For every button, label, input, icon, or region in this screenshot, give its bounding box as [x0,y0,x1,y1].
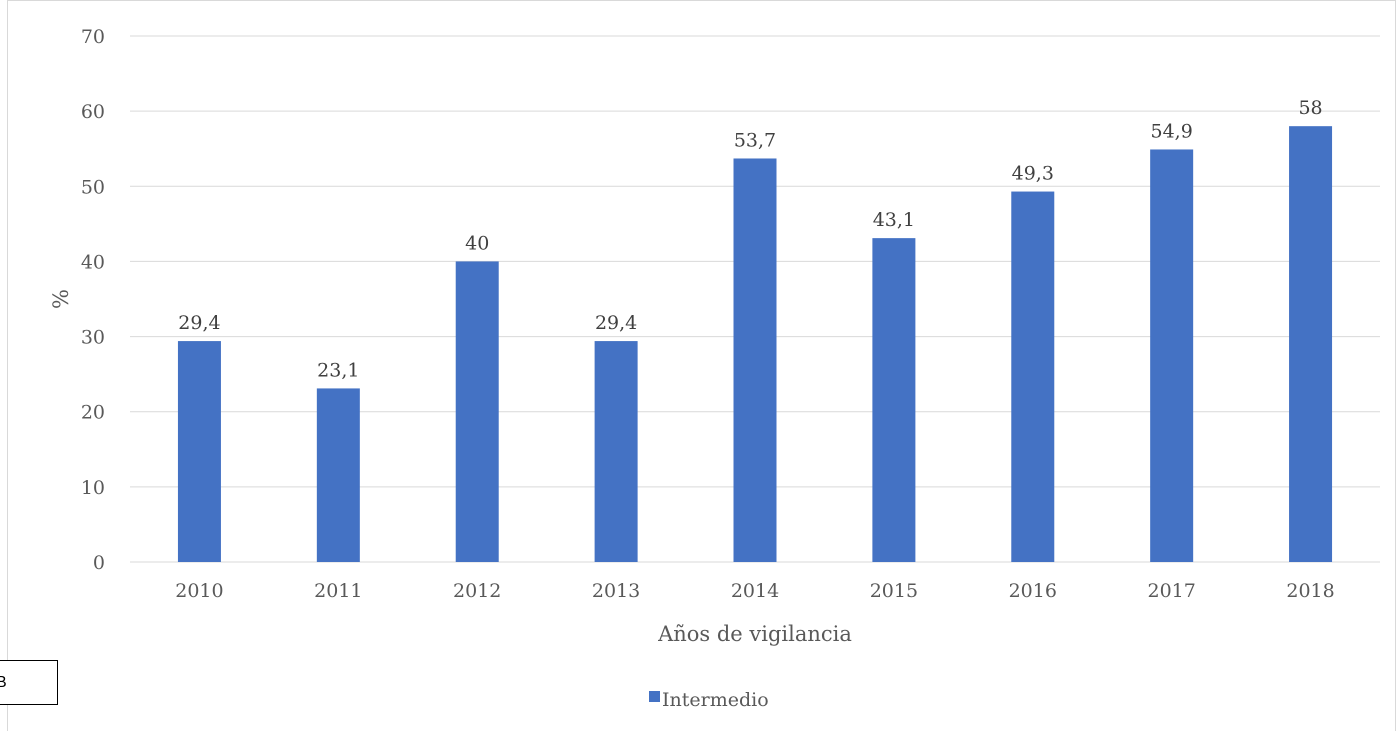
x-tick-label: 2018 [1286,580,1334,602]
panel-letter-box: B [0,660,58,705]
y-axis-label: % [49,289,73,309]
bar [177,341,221,562]
data-label: 43,1 [873,209,915,231]
x-tick-label: 2011 [314,580,362,602]
data-labels: 29,4 23,1 40 29,4 53,7 43,1 49,3 54,9 58 [178,97,1322,381]
panel-letter: B [0,673,7,691]
y-tick-labels: 0 10 20 30 40 50 60 70 [81,26,105,574]
y-tick-label: 40 [81,251,105,273]
x-tick-label: 2017 [1147,580,1195,602]
bar [733,158,777,563]
x-axis-label: Años de vigilancia [657,622,852,646]
legend-swatch [649,691,660,702]
bar [455,261,499,562]
data-label: 29,4 [595,312,637,334]
data-label: 29,4 [178,312,220,334]
data-label: 53,7 [734,129,776,151]
y-tick-label: 60 [81,101,105,123]
data-label: 40 [465,232,489,254]
y-tick-label: 10 [81,477,105,499]
data-label: 49,3 [1012,163,1054,185]
y-tick-label: 0 [93,552,105,574]
x-tick-label: 2015 [870,580,918,602]
legend: Intermedio [649,689,769,711]
bar [872,238,916,563]
x-tick-labels: 2010 2011 2012 2013 2014 2015 2016 2017 2018 [175,580,1334,602]
data-label: 23,1 [317,359,359,381]
chart-frame [7,0,1396,731]
bar [1150,149,1194,563]
bars [177,126,1333,563]
y-tick-label: 50 [81,176,105,198]
x-tick-label: 2010 [175,580,223,602]
y-tick-label: 30 [81,327,105,349]
bar [316,388,360,562]
y-tick-label: 20 [81,402,105,424]
y-tick-label: 70 [81,26,105,48]
x-tick-label: 2016 [1009,580,1057,602]
x-tick-label: 2013 [592,580,640,602]
data-label: 54,9 [1151,120,1193,142]
x-tick-label: 2012 [453,580,501,602]
legend-label: Intermedio [662,689,769,711]
data-label: 58 [1298,97,1322,119]
bar [1289,126,1333,563]
bar [594,341,638,562]
bar [1011,191,1055,562]
x-tick-label: 2014 [731,580,779,602]
